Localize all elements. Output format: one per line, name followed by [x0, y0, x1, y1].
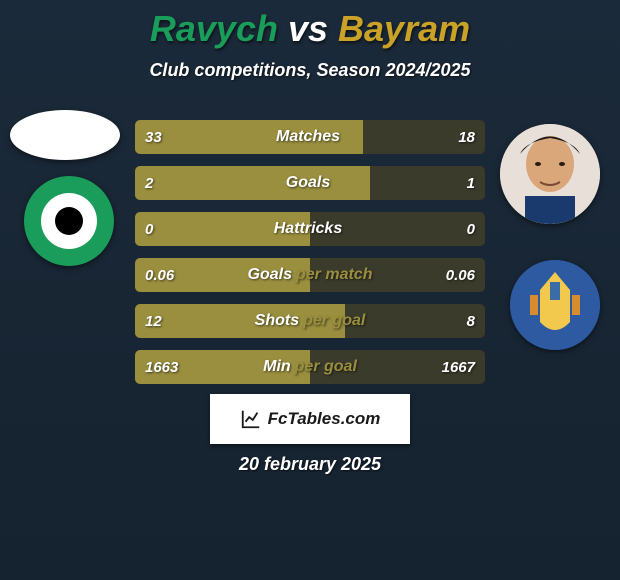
stat-row: 3318Matches — [135, 120, 485, 154]
subtitle: Club competitions, Season 2024/2025 — [0, 60, 620, 81]
player1-avatar — [10, 110, 120, 160]
stat-label-suffix: per goal — [303, 312, 365, 330]
header: Ravych vs Bayram Club competitions, Seas… — [0, 0, 620, 81]
stat-label: Hattricks — [135, 212, 485, 246]
stat-row: 0.060.06Goals per match — [135, 258, 485, 292]
stat-label: Matches — [135, 120, 485, 154]
stat-label-main: Goals — [248, 266, 292, 284]
stat-label-main: Goals — [286, 174, 330, 192]
avatar-placeholder-icon — [10, 110, 120, 160]
stat-row: 16631667Min per goal — [135, 350, 485, 384]
player1-club-badge — [24, 176, 114, 266]
stat-row: 00Hattricks — [135, 212, 485, 246]
date-label: 20 february 2025 — [0, 454, 620, 475]
vs-label: vs — [288, 8, 328, 49]
stat-label-suffix: per match — [296, 266, 372, 284]
club-badge-circle-icon — [41, 193, 97, 249]
stat-row: 21Goals — [135, 166, 485, 200]
player1-name: Ravych — [150, 8, 278, 49]
player2-avatar — [500, 124, 600, 224]
stats-panel: 3318Matches 21Goals 00Hattricks 0.060.06Goa… — [135, 120, 485, 396]
branding-label: FcTables.com — [268, 409, 381, 429]
stat-label-main: Min — [263, 358, 291, 376]
stat-label-main: Hattricks — [274, 220, 342, 238]
stat-label: Goals per match — [135, 258, 485, 292]
stat-label-main: Shots — [255, 312, 299, 330]
stat-label: Goals — [135, 166, 485, 200]
stat-row: 128Shots per goal — [135, 304, 485, 338]
stat-label-main: Matches — [276, 128, 340, 146]
avatar-player-icon — [500, 124, 600, 224]
stat-label-suffix: per goal — [295, 358, 357, 376]
stat-label: Shots per goal — [135, 304, 485, 338]
player2-name: Bayram — [338, 8, 470, 49]
club-crest-icon — [510, 260, 600, 350]
chart-icon — [240, 408, 262, 430]
stat-label: Min per goal — [135, 350, 485, 384]
page-title: Ravych vs Bayram — [0, 8, 620, 50]
branding-badge[interactable]: FcTables.com — [210, 394, 410, 444]
player2-club-badge — [510, 260, 600, 350]
